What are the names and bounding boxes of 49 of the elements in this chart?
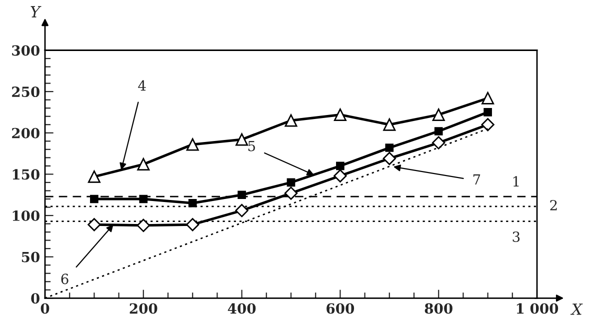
- point: [434, 127, 443, 136]
- point: [137, 158, 150, 171]
- y-axis-title: Y: [30, 6, 42, 18]
- point: [235, 204, 248, 218]
- x-tick-label: 0: [40, 303, 50, 314]
- point: [88, 218, 101, 232]
- y-tick-label: 300: [12, 45, 40, 56]
- point: [336, 162, 344, 170]
- point: [284, 186, 298, 200]
- point: [482, 92, 494, 104]
- x-tick-label: 200: [130, 303, 158, 314]
- point: [334, 108, 346, 121]
- point: [88, 170, 100, 183]
- point: [188, 198, 197, 208]
- point: [284, 114, 298, 127]
- annotation: 5: [248, 140, 255, 152]
- point: [432, 108, 445, 121]
- point: [481, 118, 494, 132]
- point: [334, 169, 347, 182]
- x-tick-label: 800: [424, 303, 452, 314]
- annotation: 2: [550, 200, 557, 210]
- point: [186, 218, 200, 232]
- annotation: 7: [473, 174, 480, 184]
- annotation: 3: [512, 231, 520, 242]
- point: [382, 152, 396, 166]
- point: [484, 108, 492, 116]
- point: [236, 133, 248, 146]
- point: [186, 138, 199, 151]
- annotation: 1: [513, 176, 519, 186]
- point: [432, 136, 446, 150]
- annotation: 6: [61, 274, 68, 284]
- x-tick-label: 1 000: [516, 303, 558, 314]
- point: [383, 118, 396, 131]
- point: [385, 144, 394, 152]
- y-tick-label: 100: [12, 210, 40, 221]
- x-axis-title: X: [570, 304, 583, 315]
- point: [90, 194, 98, 204]
- x-tick-label: 400: [228, 303, 256, 314]
- point: [139, 194, 148, 204]
- y-tick-label: 150: [12, 169, 40, 180]
- x-tick-label: 600: [326, 303, 354, 314]
- y-tick-label: 200: [12, 128, 40, 138]
- y-tick-label: 50: [22, 252, 40, 262]
- annotation: 4: [138, 80, 146, 91]
- y-tick-label: 250: [12, 86, 40, 98]
- point: [136, 218, 150, 232]
- point: [286, 178, 296, 187]
- point: [238, 190, 246, 200]
- y-tick-label: 0: [31, 293, 40, 304]
